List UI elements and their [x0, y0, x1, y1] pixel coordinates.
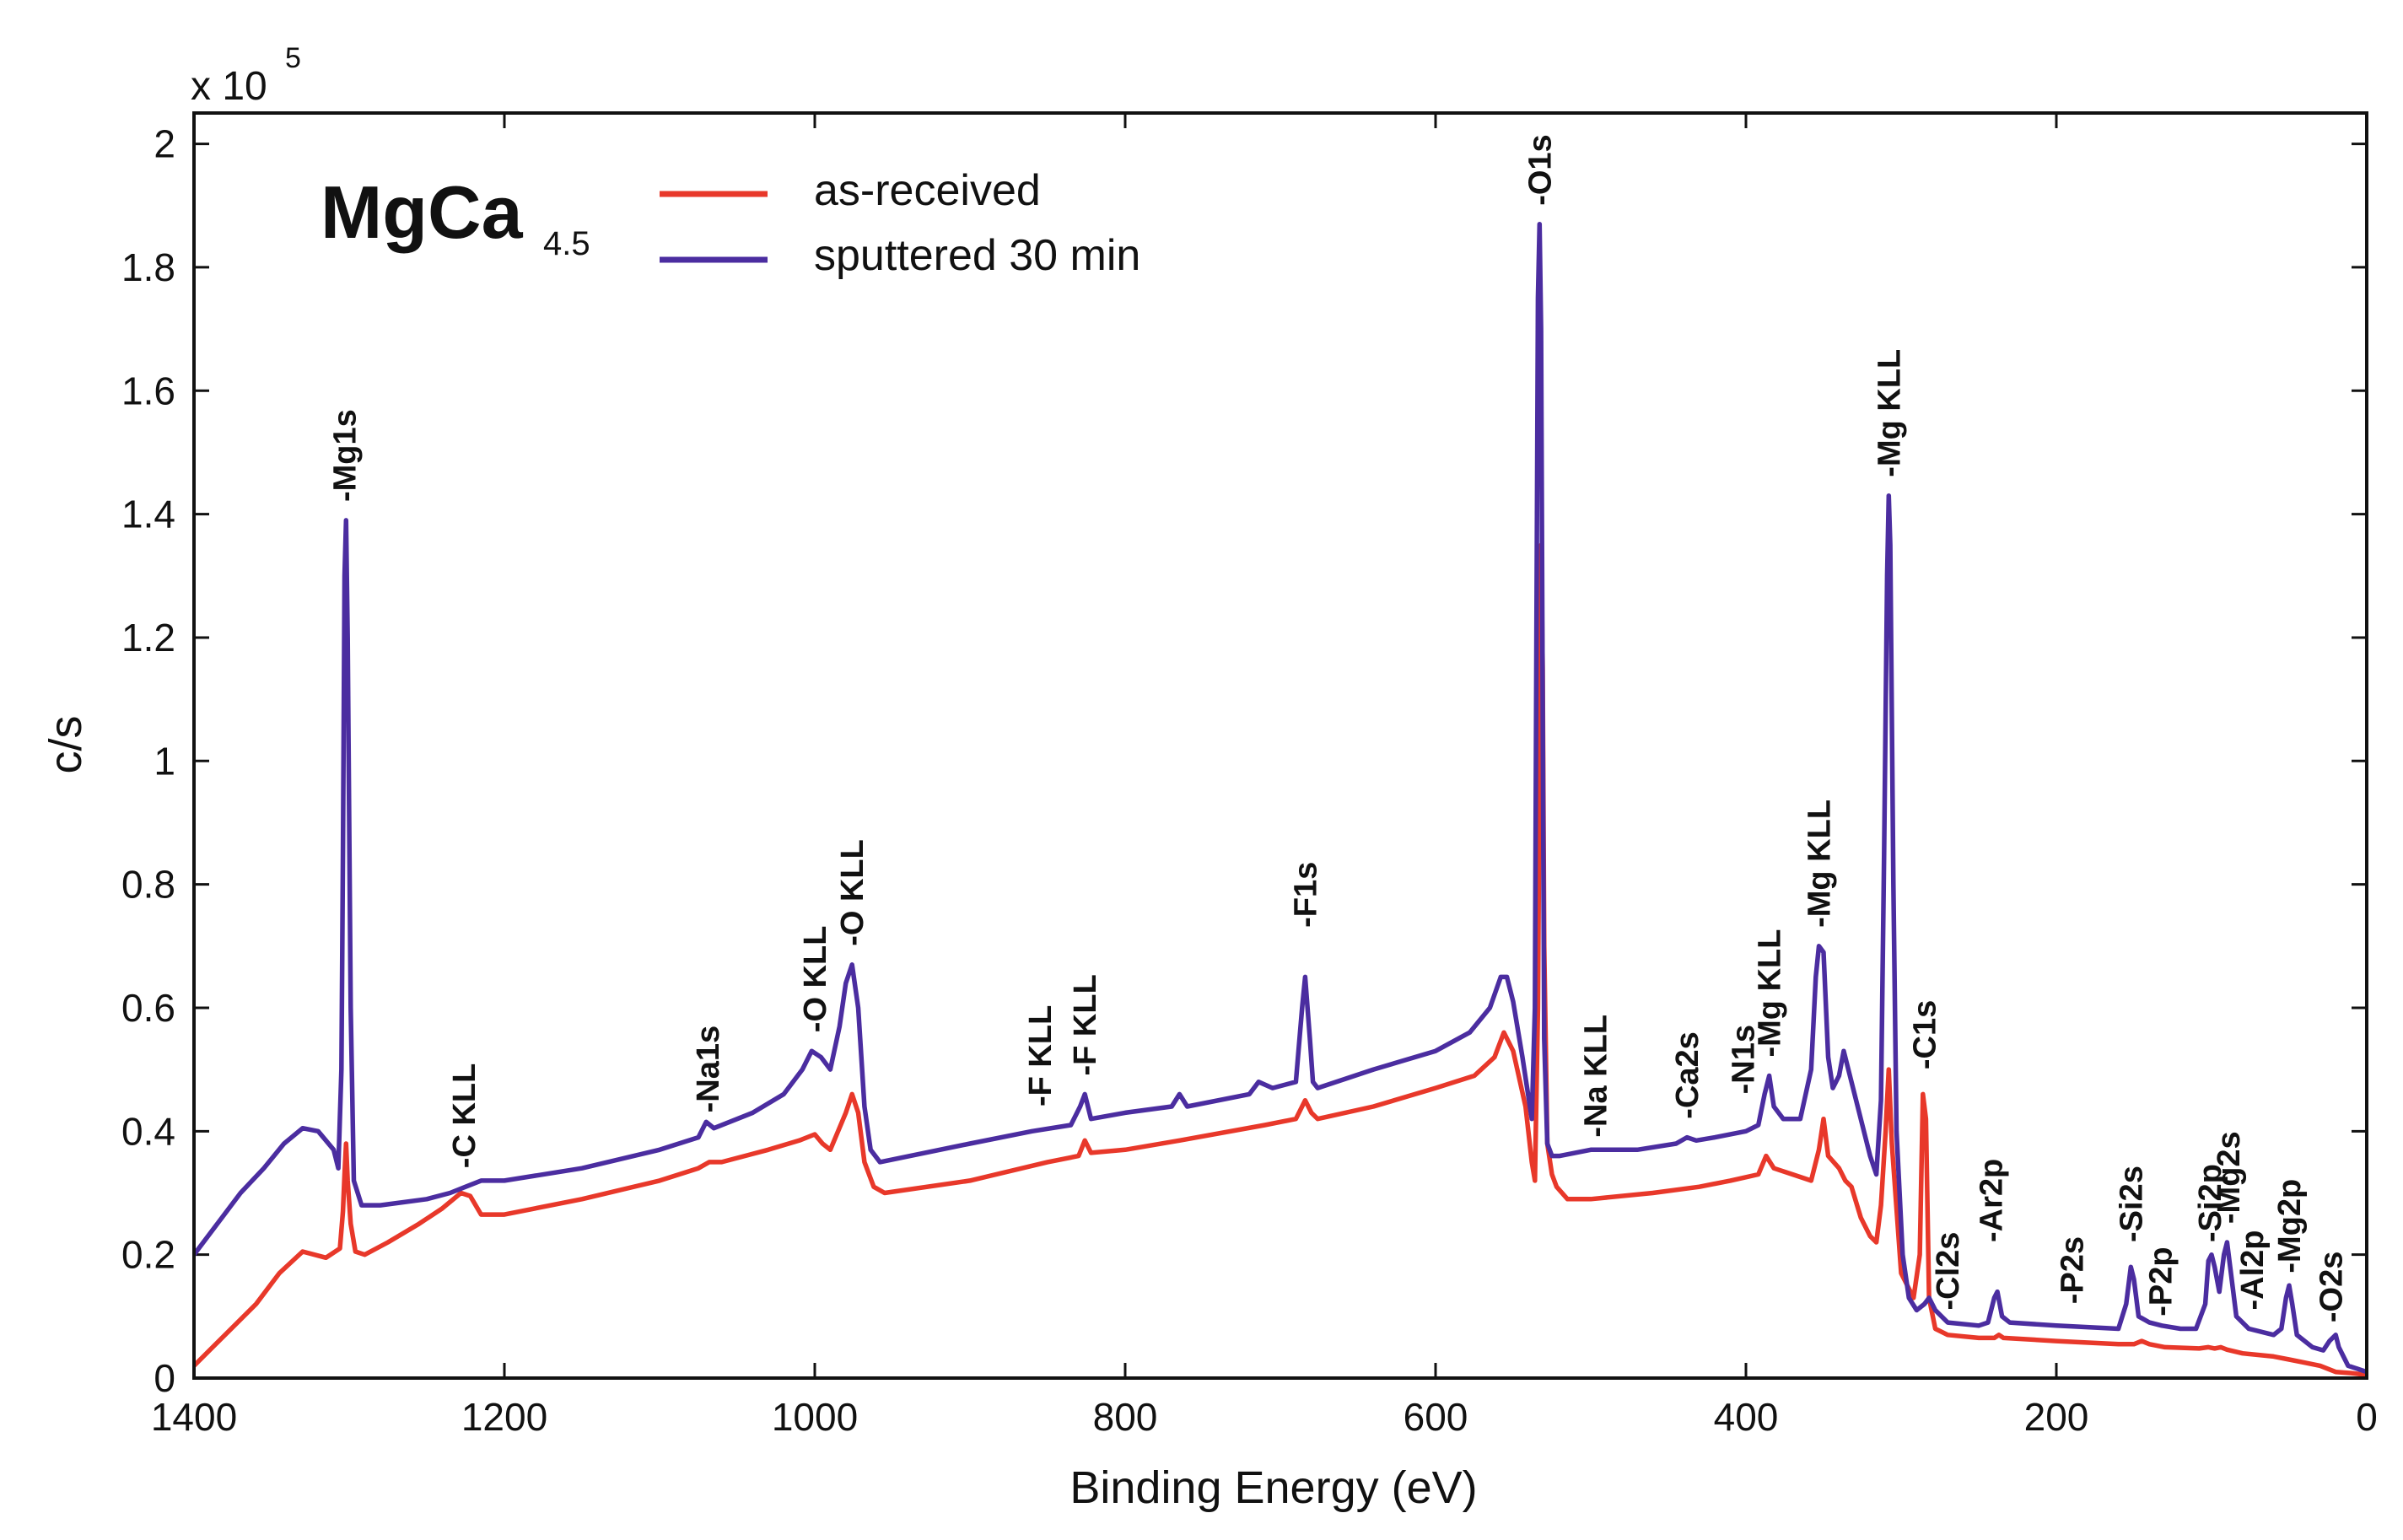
peak-label: -P2p — [2143, 1247, 2179, 1316]
peak-label: -Si2p — [2193, 1164, 2228, 1242]
peak-label: -Ar2p — [1975, 1159, 2010, 1242]
peak-label: -N1s — [1726, 1025, 1761, 1094]
peak-label: -Mg1s — [328, 409, 364, 502]
peak-labels: -Mg1s -C KLL -Na1s -O KLL-O KLL -F KLL -F KLL… — [328, 134, 2350, 1322]
peak-label: -C1s — [1908, 1000, 1943, 1069]
peak-label: -F KLL — [1068, 974, 1103, 1075]
peak-label: -Mg KLL — [1872, 349, 1907, 477]
y-tick-label: 0.4 — [121, 1109, 175, 1153]
peak-label: -Al2p — [2235, 1230, 2271, 1311]
peak-label: -Na KLL — [1579, 1015, 1614, 1138]
legend: as-received sputtered 30 min — [660, 166, 1140, 280]
y-tick-label: 1 — [154, 739, 175, 783]
x-tick-label: 800 — [1093, 1395, 1158, 1439]
peak-label: -P2s — [2055, 1236, 2090, 1304]
peak-label: -O KLL — [798, 926, 833, 1033]
legend-label-sputtered: sputtered 30 min — [814, 231, 1140, 280]
y-tick-label: 0 — [154, 1356, 175, 1400]
peak-label: -O2s — [2314, 1252, 2350, 1322]
sample-label: MgCa 4.5 — [321, 170, 590, 262]
peak-label: -Cl2s — [1931, 1232, 1966, 1311]
peak-label: -Mg KLL — [1753, 929, 1788, 1058]
peak-label: -O1s — [1522, 134, 1558, 205]
peak-label: -O KLL — [835, 839, 870, 946]
x-tick-label: 1200 — [461, 1395, 547, 1439]
axis-ticks: 1400 1200 1000 800 600 400 200 0 0 0.2 0.4 0.6 0.8 1 1… — [121, 113, 2378, 1439]
legend-label-as-received: as-received — [814, 166, 1041, 215]
peak-label: -Ca2s — [1670, 1031, 1705, 1119]
x-tick-label: 400 — [1714, 1395, 1779, 1439]
peak-label: -Si2s — [2114, 1166, 2149, 1242]
peak-label: -F1s — [1288, 862, 1323, 928]
y-multiplier-text: x 10 — [191, 64, 267, 109]
x-tick-label: 600 — [1404, 1395, 1468, 1439]
peak-label: -C KLL — [447, 1063, 482, 1169]
y-tick-label: 1.8 — [121, 245, 175, 289]
peak-label: -Mg2s — [2212, 1131, 2247, 1224]
y-tick-label: 2 — [154, 122, 175, 166]
peak-label: -F KLL — [1023, 1005, 1059, 1107]
sample-label-main: MgCa — [321, 170, 524, 254]
x-tick-label: 200 — [2024, 1395, 2089, 1439]
y-multiplier: x 10 5 — [191, 42, 301, 109]
y-multiplier-exponent: 5 — [285, 42, 301, 74]
x-tick-label: 1000 — [772, 1395, 858, 1439]
series-line-sputtered — [191, 221, 2368, 1375]
y-tick-label: 0.6 — [121, 986, 175, 1030]
y-tick-label: 0.8 — [121, 863, 175, 907]
plot-frame — [192, 111, 2368, 1380]
x-axis-title: Binding Energy (eV) — [1069, 1462, 1477, 1513]
y-tick-label: 1.6 — [121, 369, 175, 412]
x-tick-label: 0 — [2356, 1395, 2378, 1439]
sample-label-subscript: 4.5 — [543, 225, 590, 262]
x-tick-label: 1400 — [151, 1395, 237, 1439]
peak-label: -Mg KLL — [1802, 800, 1838, 928]
series-layer — [191, 221, 2368, 1378]
y-axis-title: c/s — [40, 715, 91, 773]
y-tick-label: 0.2 — [121, 1233, 175, 1277]
peak-label: -Na1s — [691, 1026, 726, 1113]
y-tick-label: 1.2 — [121, 616, 175, 660]
peak-label: -Mg2p — [2272, 1179, 2308, 1273]
y-tick-label: 1.4 — [121, 493, 175, 536]
